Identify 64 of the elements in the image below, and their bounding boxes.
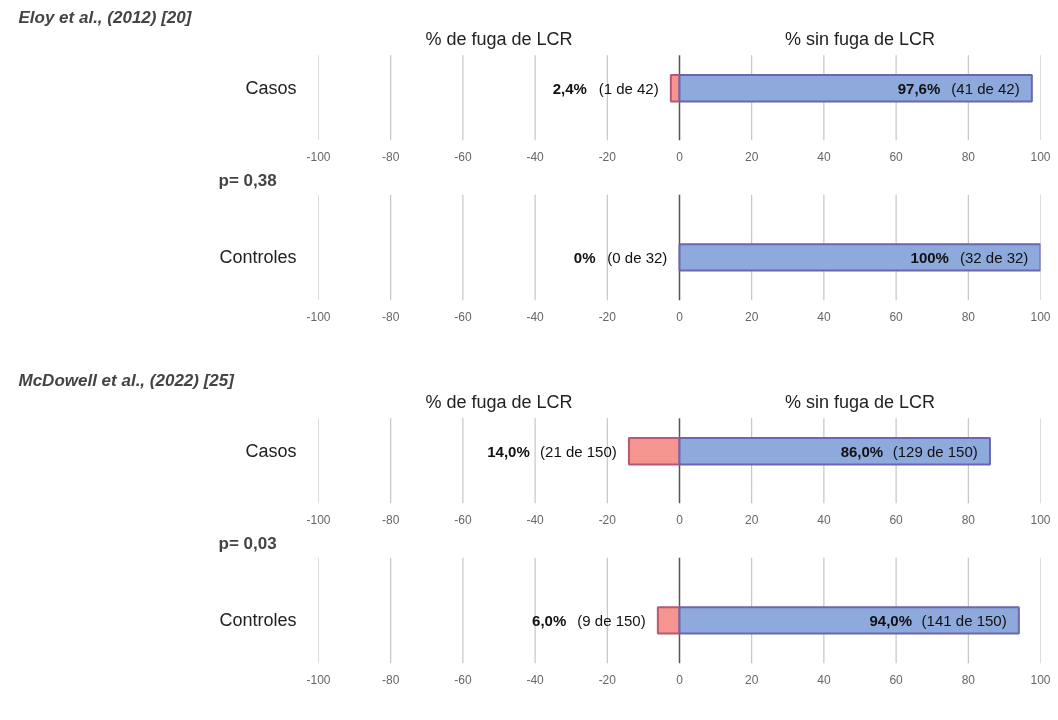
y-tick-label: Casos xyxy=(245,441,297,462)
x-tick-label: 60 xyxy=(889,149,904,164)
x-tick-label: -80 xyxy=(382,672,400,687)
data-label: 94,0% (141 de 150) xyxy=(869,611,1007,629)
x-tick-label: 60 xyxy=(889,672,904,687)
x-tick-label: 40 xyxy=(817,512,831,527)
text: % de fuga de LCR xyxy=(425,28,573,49)
x-tick-label: 0 xyxy=(676,149,684,164)
x-tick-label: -40 xyxy=(526,672,545,687)
data-label: 2,4% (1 de 42) xyxy=(552,79,659,97)
x-tick-label: 100 xyxy=(1030,309,1051,324)
x-tick-label: 0 xyxy=(676,309,684,324)
data-label: 97,6% (41 de 42) xyxy=(897,79,1020,97)
x-tick-label: -20 xyxy=(598,309,617,324)
x-tick-label: -100 xyxy=(306,672,331,687)
x-tick-label: -60 xyxy=(454,512,472,527)
text: % sin fuga de LCR xyxy=(784,391,936,412)
x-tick-label: -100 xyxy=(306,512,331,527)
data-label: 6,0% (9 de 150) xyxy=(532,611,646,629)
x-tick-label: -40 xyxy=(526,309,545,324)
x-tick-label: 20 xyxy=(745,149,759,164)
x-tick-label: 40 xyxy=(817,672,831,687)
x-tick-label: 40 xyxy=(817,149,831,164)
x-tick-label: -80 xyxy=(382,149,400,164)
x-tick-label: 60 xyxy=(889,309,904,324)
x-tick-label: -100 xyxy=(306,309,331,324)
text: % sin fuga de LCR xyxy=(784,28,936,49)
chart-title: p= 0,03 xyxy=(218,533,277,553)
x-tick-label: 20 xyxy=(745,309,759,324)
data-label: 14,0% (21 de 150) xyxy=(487,442,617,460)
x-tick-label: 100 xyxy=(1030,672,1051,687)
x-tick-label: -40 xyxy=(526,149,545,164)
y-tick-label: Casos xyxy=(245,78,297,99)
x-tick-label: 20 xyxy=(745,512,759,527)
x-tick-label: 0 xyxy=(676,672,684,687)
x-tick-label: -40 xyxy=(526,512,545,527)
text: McDowell et al., (2022) [25] xyxy=(18,370,236,390)
x-tick-label: -80 xyxy=(382,512,400,527)
x-tick-label: -60 xyxy=(454,672,472,687)
y-tick-label: Controles xyxy=(219,247,297,268)
chart-title: p= 0,38 xyxy=(218,170,277,190)
data-label: 86,0% (129 de 150) xyxy=(840,442,978,460)
x-tick-label: 80 xyxy=(961,309,976,324)
x-tick-label: 20 xyxy=(745,672,759,687)
x-tick-label: 60 xyxy=(889,512,904,527)
x-tick-label: 100 xyxy=(1030,512,1051,527)
x-tick-label: 100 xyxy=(1030,149,1051,164)
x-tick-label: 0 xyxy=(676,512,684,527)
x-tick-label: 80 xyxy=(961,672,976,687)
text: Eloy et al., (2012) [20] xyxy=(18,7,193,27)
x-tick-label: 40 xyxy=(817,309,831,324)
x-tick-label: -60 xyxy=(454,309,472,324)
x-tick-label: -20 xyxy=(598,512,617,527)
x-tick-label: -60 xyxy=(454,149,472,164)
x-tick-label: -80 xyxy=(382,309,400,324)
x-tick-label: -100 xyxy=(306,149,331,164)
x-tick-label: 80 xyxy=(961,149,976,164)
y-tick-label: Controles xyxy=(219,610,297,631)
text: % de fuga de LCR xyxy=(425,391,573,412)
x-tick-label: -20 xyxy=(598,672,617,687)
x-tick-label: -20 xyxy=(598,149,617,164)
data-label: 0% (0 de 32) xyxy=(573,248,668,266)
x-tick-label: 80 xyxy=(961,512,976,527)
data-label: 100% (32 de 32) xyxy=(910,248,1029,266)
